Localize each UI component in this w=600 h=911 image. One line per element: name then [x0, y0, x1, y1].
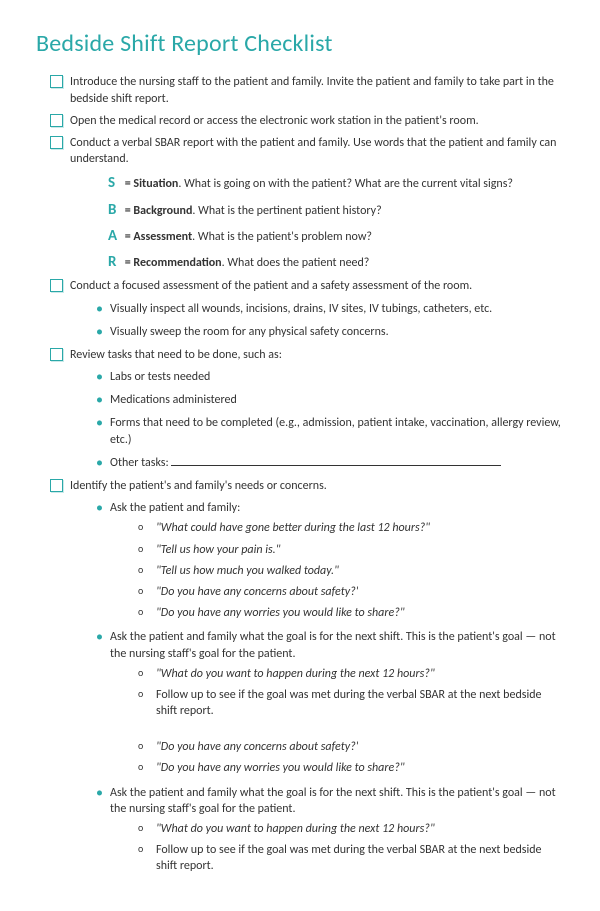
bullet-item: Other tasks:: [96, 455, 564, 471]
bullet-text: Ask the patient and family what the goal…: [110, 630, 556, 660]
quote-list: "Do you have any concerns about safety?'…: [110, 739, 564, 776]
quote-item: "Tell us how much you walked today.": [138, 563, 564, 579]
sbar-row-s: S = Situation. What is going on with the…: [108, 173, 564, 193]
bullet-item: Forms that need to be completed (e.g., a…: [96, 415, 564, 447]
sbar-row-r: R = Recommendation. What does the patien…: [108, 252, 564, 272]
sbar-label: = Situation: [125, 177, 179, 191]
checkbox-icon[interactable]: [50, 279, 63, 292]
sbar-label: = Background: [125, 204, 193, 218]
bullet-text: Ask the patient and family:: [110, 501, 240, 515]
bullet-text: Other tasks:: [110, 456, 169, 470]
bullet-text: Ask the patient and family what the goal…: [110, 786, 556, 816]
quote-list: "What do you want to happen during the n…: [110, 821, 564, 875]
sbar-letter: B: [108, 200, 122, 220]
sbar-letter: R: [108, 252, 122, 272]
sbar-letter: A: [108, 226, 122, 246]
quote-item: "Do you have any worries you would like …: [138, 760, 564, 776]
sbar-desc: . What does the patient need?: [222, 256, 370, 270]
quote-item: "What do you want to happen during the n…: [138, 666, 564, 682]
check-item-1: Introduce the nursing staff to the patie…: [36, 74, 564, 106]
quote-item: "What could have gone better during the …: [138, 520, 564, 536]
sbar-desc: . What is the patient's problem now?: [192, 230, 372, 244]
quote-item: "Do you have any worries you would like …: [138, 605, 564, 621]
sbar-block: S = Situation. What is going on with the…: [108, 173, 564, 272]
check-item-5: Review tasks that need to be done, such …: [36, 347, 564, 363]
check-item-2: Open the medical record or access the el…: [36, 113, 564, 129]
sbar-row-a: A = Assessment. What is the patient's pr…: [108, 226, 564, 246]
checkbox-icon[interactable]: [50, 479, 63, 492]
sbar-label: = Recommendation: [125, 256, 222, 270]
check-text: Conduct a verbal SBAR report with the pa…: [70, 136, 557, 166]
needs-bullets: Ask the patient and family: "What could …: [36, 500, 564, 874]
bullet-item: Ask the patient and family: "What could …: [96, 500, 564, 621]
quote-item: "Tell us how your pain is.": [138, 542, 564, 558]
blank-line[interactable]: [171, 455, 501, 466]
sbar-letter: S: [108, 173, 122, 193]
bullet-item: Labs or tests needed: [96, 369, 564, 385]
check-item-3: Conduct a verbal SBAR report with the pa…: [36, 135, 564, 167]
check-text: Introduce the nursing staff to the patie…: [70, 75, 554, 105]
check-item-4: Conduct a focused assessment of the pati…: [36, 278, 564, 294]
quote-item: Follow up to see if the goal was met dur…: [138, 687, 564, 719]
checkbox-icon[interactable]: [50, 75, 63, 88]
check-text: Review tasks that need to be done, such …: [70, 348, 282, 362]
quote-list: "What could have gone better during the …: [110, 520, 564, 621]
check-text: Open the medical record or access the el…: [70, 114, 479, 128]
quote-item: "What do you want to happen during the n…: [138, 821, 564, 837]
quote-item: Follow up to see if the goal was met dur…: [138, 842, 564, 874]
quote-item: "Do you have any concerns about safety?': [138, 739, 564, 755]
assessment-bullets: Visually inspect all wounds, incisions, …: [36, 301, 564, 340]
sbar-row-b: B = Background. What is the pertinent pa…: [108, 200, 564, 220]
bullet-item: Ask the patient and family what the goal…: [96, 629, 564, 776]
quote-item: "Do you have any concerns about safety?': [138, 584, 564, 600]
check-text: Identify the patient's and family's need…: [70, 479, 327, 493]
bullet-item: Visually inspect all wounds, incisions, …: [96, 301, 564, 317]
check-text: Conduct a focused assessment of the pati…: [70, 279, 472, 293]
page-title: Bedside Shift Report Checklist: [36, 28, 564, 60]
checkbox-icon[interactable]: [50, 348, 63, 361]
bullet-item: Medications administered: [96, 392, 564, 408]
sbar-label: = Assessment: [125, 230, 192, 244]
bullet-item: Ask the patient and family what the goal…: [96, 785, 564, 875]
quote-list: "What do you want to happen during the n…: [110, 666, 564, 720]
checkbox-icon[interactable]: [50, 114, 63, 127]
bullet-item: Visually sweep the room for any physical…: [96, 324, 564, 340]
tasks-bullets: Labs or tests needed Medications adminis…: [36, 369, 564, 471]
check-item-6: Identify the patient's and family's need…: [36, 478, 564, 494]
sbar-desc: . What is going on with the patient? Wha…: [178, 177, 513, 191]
checkbox-icon[interactable]: [50, 136, 63, 149]
sbar-desc: . What is the pertinent patient history?: [192, 204, 381, 218]
